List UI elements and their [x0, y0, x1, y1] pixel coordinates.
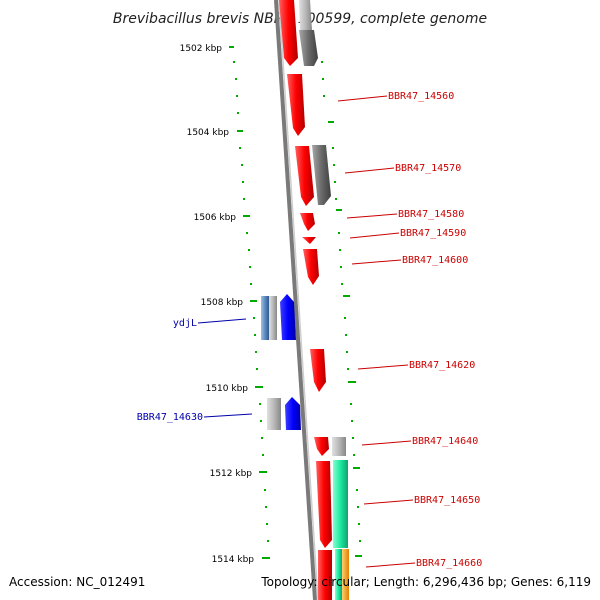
- gene-label[interactable]: BBR47_14590: [400, 228, 466, 239]
- gene-forward[interactable]: [302, 237, 316, 244]
- gene-label[interactable]: ydjL: [173, 318, 197, 329]
- labels-left: ydjL BBR47_14630: [137, 318, 203, 423]
- genome-backbone: [274, 0, 319, 600]
- gene-forward[interactable]: [310, 349, 326, 392]
- gene-label[interactable]: BBR47_14560: [388, 91, 454, 102]
- gene-label[interactable]: BBR47_14620: [409, 360, 475, 371]
- gene-forward[interactable]: [316, 461, 332, 548]
- gene-lightgrey[interactable]: [269, 296, 277, 340]
- gene-cyangreen[interactable]: [333, 460, 348, 548]
- gene-label[interactable]: BBR47_14630: [137, 412, 203, 423]
- topology-text: Topology: circular; Length: 6,296,436 bp…: [260, 575, 591, 589]
- gene-cyangreen[interactable]: [335, 549, 342, 600]
- gene-forward[interactable]: [314, 437, 329, 456]
- labels-right: BBR47_14560 BBR47_14570 BBR47_14580 BBR4…: [388, 91, 482, 569]
- tick-labels: 1502 kbp 1504 kbp 1506 kbp 1508 kbp 1510…: [180, 44, 255, 565]
- tick-label: 1510 kbp: [206, 384, 249, 394]
- ruler-left: [229, 46, 270, 559]
- gene-steelblue[interactable]: [261, 296, 269, 340]
- gene-lightgrey[interactable]: [332, 437, 346, 456]
- gene-label[interactable]: BBR47_14580: [398, 209, 464, 220]
- tick-label: 1502 kbp: [180, 44, 223, 54]
- gene-label[interactable]: BBR47_14600: [402, 255, 468, 266]
- gene-forward[interactable]: [287, 74, 305, 136]
- gene-label[interactable]: BBR47_14650: [414, 495, 480, 506]
- gene-orange[interactable]: [342, 549, 349, 600]
- tick-label: 1514 kbp: [212, 555, 255, 565]
- gene-forward[interactable]: [279, 0, 298, 66]
- gene-reverse[interactable]: [280, 294, 296, 340]
- gene-label[interactable]: BBR47_14640: [412, 436, 478, 447]
- gene-grey[interactable]: [312, 145, 331, 205]
- gene-reverse[interactable]: [285, 397, 301, 430]
- accession-text: Accession: NC_012491: [9, 575, 145, 589]
- gene-forward[interactable]: [300, 213, 315, 231]
- gene-label[interactable]: BBR47_14570: [395, 163, 461, 174]
- gene-features: [261, 0, 349, 600]
- tick-label: 1512 kbp: [210, 469, 253, 479]
- ruler-right: [321, 61, 362, 557]
- gene-grey[interactable]: [299, 30, 318, 66]
- gene-forward[interactable]: [318, 550, 332, 600]
- tick-label: 1506 kbp: [194, 213, 237, 223]
- leaders-left: [197, 318, 253, 418]
- gene-label[interactable]: BBR47_14660: [416, 558, 482, 569]
- tick-label: 1504 kbp: [187, 128, 230, 138]
- gene-forward[interactable]: [295, 146, 314, 206]
- tick-label: 1508 kbp: [201, 298, 244, 308]
- gene-forward[interactable]: [303, 249, 319, 285]
- gene-lightgrey[interactable]: [299, 0, 312, 30]
- gene-lightgrey[interactable]: [267, 398, 281, 430]
- leaders-right: [337, 95, 416, 568]
